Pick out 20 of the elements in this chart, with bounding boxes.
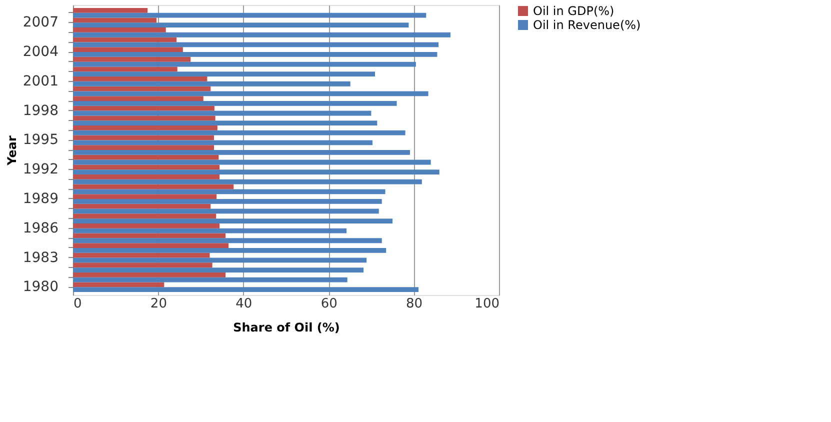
x-tick-label: 100 — [474, 296, 500, 312]
legend-label: Oil in GDP(%) — [533, 4, 614, 18]
legend-label: Oil in Revenue(%) — [533, 18, 641, 32]
y-tick-label: 2001 — [22, 73, 58, 90]
y-tick-label: 1986 — [22, 220, 59, 236]
x-tick-label: 60 — [320, 296, 338, 312]
x-tick-label: 40 — [236, 296, 252, 312]
y-tick-label: 2004 — [22, 44, 59, 60]
y-tick-label: 1989 — [22, 190, 58, 207]
x-tick-label: 80 — [406, 296, 423, 312]
y-tick-label: 1983 — [22, 250, 58, 266]
x-axis-title: Share of Oil (%) — [233, 320, 340, 334]
y-tick-label: 1998 — [22, 102, 58, 119]
y-tick-label: 2007 — [22, 14, 58, 31]
y-tick-label: 1980 — [22, 279, 58, 296]
y-tick-label: 1992 — [22, 162, 58, 178]
y-axis-title: Year — [4, 136, 19, 166]
y-tick-label: 1995 — [22, 132, 58, 148]
x-tick-label: 20 — [150, 296, 167, 312]
x-tick-label: 0 — [74, 296, 82, 312]
